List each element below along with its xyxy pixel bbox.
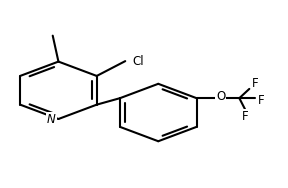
Text: F: F bbox=[242, 110, 248, 123]
Text: Cl: Cl bbox=[132, 55, 144, 68]
Text: F: F bbox=[252, 77, 258, 90]
Text: O: O bbox=[216, 90, 226, 103]
Text: F: F bbox=[257, 93, 264, 107]
Text: N: N bbox=[47, 112, 56, 126]
